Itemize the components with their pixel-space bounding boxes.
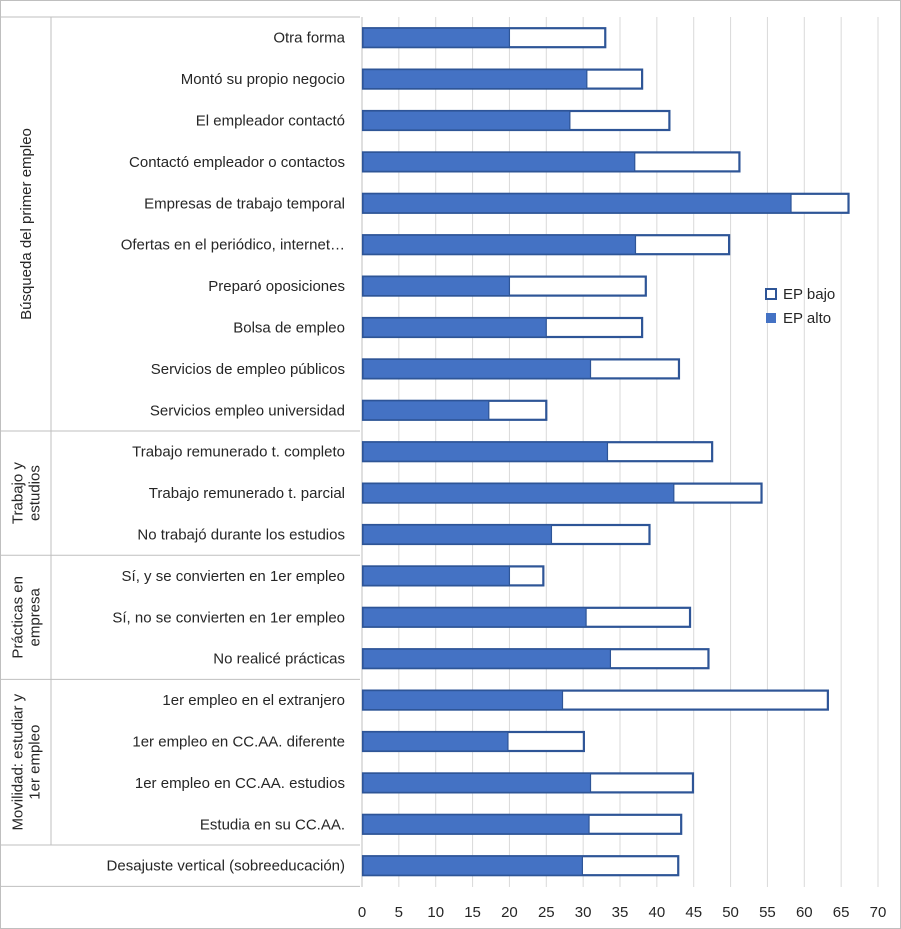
bar-ep-alto [362, 151, 636, 172]
x-tick-label: 10 [427, 904, 444, 921]
category-label: Sí, no se convierten en 1er empleo [112, 609, 345, 626]
x-tick-label: 60 [796, 904, 813, 921]
legend-label-ep-alto: EP alto [783, 310, 831, 327]
bar-ep-alto [362, 772, 592, 794]
bar-ep-alto [362, 276, 511, 297]
category-label: Ofertas en el periódico, internet… [121, 237, 345, 254]
category-label: Sí, y se convierten en 1er empleo [122, 568, 345, 585]
category-label: Contactó empleador o contactos [129, 154, 345, 171]
x-tick-label: 70 [870, 904, 887, 921]
category-label: Trabajo remunerado t. parcial [149, 485, 345, 502]
bar-ep-alto [362, 193, 792, 214]
bar-ep-alto [362, 317, 547, 338]
category-label: 1er empleo en CC.AA. estudios [135, 775, 345, 792]
bar-ep-alto [362, 234, 637, 255]
bar-ep-alto [362, 565, 511, 587]
bar-ep-alto [362, 110, 571, 131]
group-label: Búsqueda del primer empleo [18, 128, 35, 320]
category-label: Otra forma [273, 30, 345, 47]
category-label: Montó su propio negocio [181, 71, 345, 88]
group-label: estudios [27, 465, 44, 521]
category-label: Empresas de trabajo temporal [144, 195, 345, 212]
x-tick-label: 25 [538, 904, 555, 921]
legend-swatch-ep-alto [766, 313, 776, 323]
category-label: El empleador contactó [196, 113, 345, 130]
category-label: Servicios empleo universidad [150, 402, 345, 419]
category-label: Preparó oposiciones [208, 278, 345, 295]
bar-ep-alto [362, 689, 564, 711]
x-tick-label: 15 [464, 904, 481, 921]
x-tick-label: 0 [358, 904, 366, 921]
category-label: 1er empleo en el extranjero [162, 692, 345, 709]
category-label: Desajuste vertical (sobreeducación) [107, 858, 345, 875]
bar-ep-alto [362, 814, 590, 835]
group-label: 1er empleo [27, 725, 44, 800]
group-label: Prácticas en [10, 576, 27, 659]
bar-ep-alto [362, 524, 553, 545]
x-tick-label: 30 [575, 904, 592, 921]
category-label: No trabajó durante los estudios [137, 527, 345, 544]
bar-ep-alto [362, 648, 612, 669]
bar-ep-alto [362, 607, 587, 628]
group-label: empresa [27, 587, 44, 646]
category-label: 1er empleo en CC.AA. diferente [132, 734, 345, 751]
bar-ep-alto [362, 358, 592, 379]
x-tick-label: 40 [649, 904, 666, 921]
category-label: Bolsa de empleo [233, 320, 345, 337]
bar-ep-alto [362, 731, 509, 752]
bar-ep-alto [362, 483, 675, 504]
group-label: Movilidad: estudiar y [10, 693, 27, 830]
group-label: Trabajo y [10, 462, 27, 524]
category-label: No realicé prácticas [213, 651, 345, 668]
x-tick-label: 55 [759, 904, 776, 921]
bar-ep-alto [362, 855, 584, 876]
bar-ep-alto [362, 400, 490, 421]
x-tick-label: 65 [833, 904, 850, 921]
bar-ep-alto [362, 68, 588, 90]
x-tick-label: 50 [722, 904, 739, 921]
bar-ep-alto [362, 27, 511, 48]
x-tick-label: 35 [612, 904, 629, 921]
bar-ep-alto [362, 441, 609, 462]
legend-swatch-ep-bajo [765, 288, 777, 300]
category-label: Trabajo remunerado t. completo [132, 444, 345, 461]
x-tick-label: 5 [395, 904, 403, 921]
legend-label-ep-bajo: EP bajo [783, 286, 835, 303]
category-label: Servicios de empleo públicos [151, 361, 345, 378]
category-label: Estudia en su CC.AA. [200, 816, 345, 833]
x-tick-label: 20 [501, 904, 518, 921]
x-tick-label: 45 [685, 904, 702, 921]
